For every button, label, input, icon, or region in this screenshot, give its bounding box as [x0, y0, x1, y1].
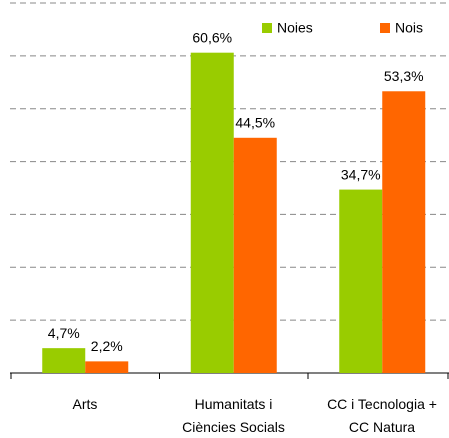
value-label: 4,7% [48, 325, 80, 341]
legend-swatch [380, 23, 390, 33]
bar [85, 361, 129, 373]
value-label: 34,7% [341, 166, 381, 182]
bar [233, 137, 277, 373]
x-tick-label: Humanitats i Ciències Socials [182, 396, 285, 435]
bar [382, 91, 426, 374]
x-tick-label: Arts [72, 396, 98, 412]
legend-label: Nois [395, 20, 423, 36]
value-label: 2,2% [91, 338, 123, 354]
x-tick-label: CC i Tecnologia + CC Natura [327, 396, 437, 435]
bar [339, 189, 383, 373]
value-label: 44,5% [235, 114, 275, 130]
bar [190, 52, 234, 373]
legend-label: Noies [277, 20, 313, 36]
legend-swatch [262, 23, 272, 33]
value-label: 60,6% [192, 29, 232, 45]
bar [42, 348, 86, 373]
value-label: 53,3% [384, 68, 424, 84]
